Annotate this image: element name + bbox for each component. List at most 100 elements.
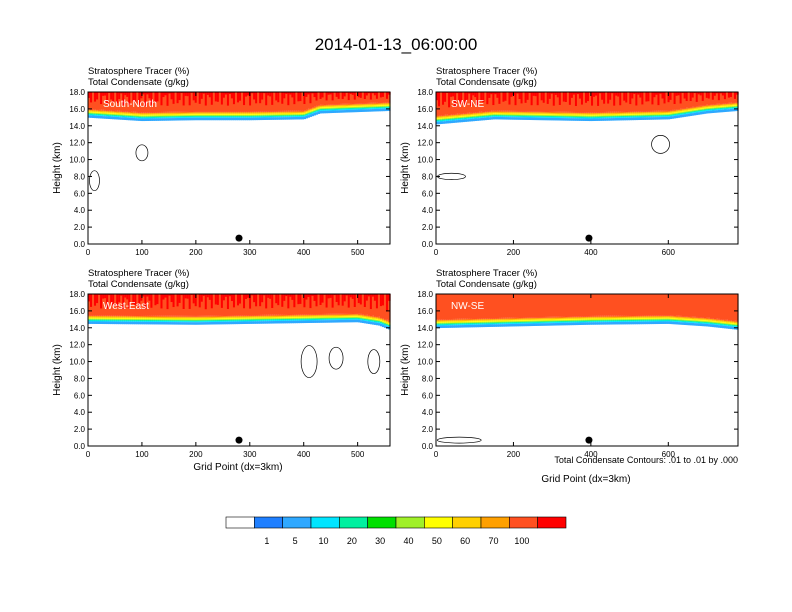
tracer-band <box>456 116 459 118</box>
tracer-band <box>293 114 296 116</box>
tracer-band <box>299 317 303 319</box>
tracer-band <box>361 314 365 316</box>
tracer-band <box>623 114 626 116</box>
tracer-band <box>325 107 329 109</box>
tracer-band <box>496 111 500 113</box>
tracer-band <box>88 113 91 115</box>
tracer-band <box>202 113 206 115</box>
tracer-band <box>174 118 178 121</box>
tracer-band <box>468 323 471 325</box>
tracer-band <box>188 317 192 319</box>
tracer-band <box>444 324 447 326</box>
tracer-high <box>456 92 459 94</box>
tracer-band <box>331 316 335 318</box>
tracer-band <box>436 120 439 121</box>
tracer-band <box>345 318 349 319</box>
tracer-band <box>206 112 210 114</box>
tracer-band <box>580 113 584 115</box>
tracer-band <box>440 121 443 125</box>
tracer-band <box>482 114 485 116</box>
tracer-band <box>669 112 673 114</box>
tracer-band <box>687 111 691 113</box>
tracer-band <box>194 316 198 318</box>
tracer-band <box>154 118 158 121</box>
tracer-band <box>597 113 600 115</box>
tracer-band <box>669 115 673 117</box>
tracer-high <box>572 92 576 95</box>
tracer-band <box>100 109 103 111</box>
tracer-band <box>176 116 180 118</box>
tracer-band <box>385 322 389 324</box>
tracer-band <box>136 114 139 116</box>
tracer-band <box>259 113 262 114</box>
tracer-band <box>623 117 626 121</box>
tracer-band <box>536 115 540 117</box>
tracer-band <box>502 324 506 327</box>
tracer-band <box>653 114 657 116</box>
tracer-band <box>196 321 200 323</box>
tracer-band <box>514 110 518 112</box>
tracer-band <box>564 112 568 114</box>
tracer-band <box>253 115 256 117</box>
tracer-band <box>486 321 489 323</box>
tracer-band <box>615 113 618 115</box>
tracer-band <box>671 115 675 117</box>
tracer-band <box>454 118 457 120</box>
tracer-band <box>496 110 500 112</box>
tracer-band <box>222 321 226 325</box>
tracer-band <box>301 115 305 117</box>
tracer-column <box>351 294 355 314</box>
tracer-band <box>206 117 210 121</box>
tracer-column <box>436 92 439 116</box>
tracer-band <box>210 317 214 319</box>
tracer-band <box>683 108 687 110</box>
tracer-band <box>635 112 638 114</box>
tracer-band <box>341 110 345 113</box>
tracer-column <box>653 92 657 111</box>
tracer-band <box>243 115 246 117</box>
tracer-band <box>349 103 353 105</box>
tracer-band <box>279 314 282 316</box>
tracer-band <box>283 320 286 324</box>
tracer-band <box>701 110 705 112</box>
tracer-band <box>243 321 246 325</box>
tracer-band <box>138 118 141 121</box>
tracer-band <box>194 320 198 322</box>
tracer-band <box>158 113 162 115</box>
tracer-band <box>269 111 272 113</box>
tracer-band <box>353 108 357 110</box>
tracer-band <box>158 321 162 325</box>
tracer-band <box>353 314 357 316</box>
tracer-band <box>273 315 276 317</box>
tracer-band <box>114 316 117 318</box>
tracer-column <box>693 92 697 107</box>
tracer-band <box>182 115 186 117</box>
tracer-band <box>514 112 518 114</box>
tracer-band <box>462 318 465 320</box>
tracer-band <box>345 109 349 110</box>
tracer-band <box>576 113 580 115</box>
tracer-high <box>633 92 636 94</box>
tracer-band <box>482 116 485 117</box>
tracer-band <box>611 116 614 118</box>
tracer-band <box>285 117 288 120</box>
tracer-band <box>329 106 333 108</box>
tracer-band <box>488 320 491 322</box>
tracer-band <box>327 109 331 111</box>
tracer-band <box>144 112 147 114</box>
tracer-band <box>488 322 491 324</box>
tracer-band <box>289 319 292 321</box>
tracer-band <box>383 321 387 323</box>
tracer-band <box>661 114 665 116</box>
tracer-band <box>104 321 107 325</box>
tracer-band <box>462 115 465 117</box>
tracer-band <box>309 109 313 110</box>
tracer-band <box>490 110 493 112</box>
tracer-band <box>152 321 156 325</box>
tracer-band <box>216 111 220 113</box>
tracer-band <box>154 115 158 117</box>
tracer-band <box>357 319 361 323</box>
tracer-band <box>156 112 160 113</box>
tracer-band <box>498 116 502 117</box>
tracer-band <box>625 113 628 115</box>
